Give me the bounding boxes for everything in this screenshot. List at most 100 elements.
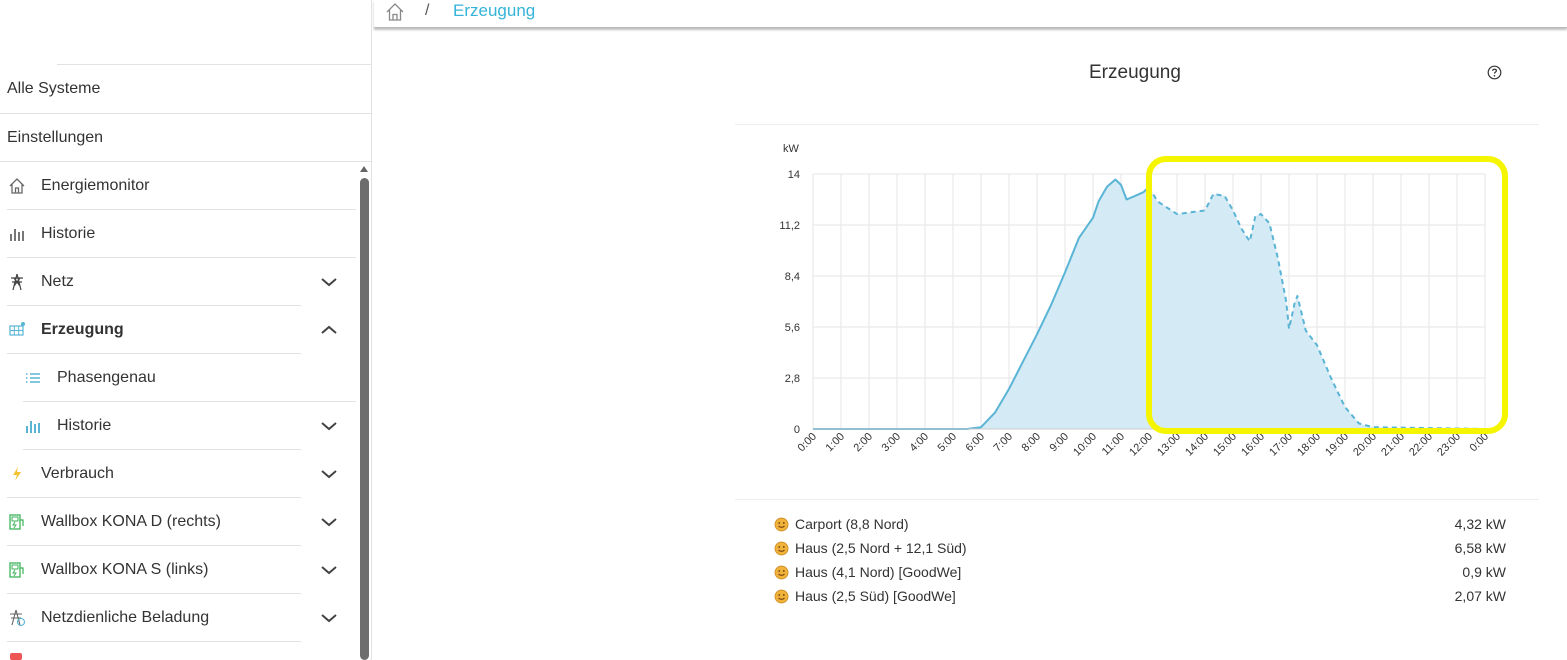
legend-item-name: Haus (2,5 Nord + 12,1 Süd) [795, 540, 967, 556]
charging-station-icon [7, 512, 27, 532]
x-tick-label: 10:00 [1071, 431, 1099, 459]
x-tick-label: 16:00 [1239, 431, 1267, 459]
power-tower-icon [7, 272, 27, 292]
legend-item[interactable]: Haus (4,1 Nord) [GoodWe] 0,9 kW [774, 563, 1506, 583]
x-tick-label: 3:00 [879, 431, 903, 455]
x-tick-label: 14:00 [1183, 431, 1211, 459]
card-divider [735, 499, 1539, 500]
sidebar-item-grid-charging[interactable]: Netzdienliche Beladung [7, 594, 209, 642]
y-tick-label: 2,8 [785, 373, 800, 385]
x-tick-label: 18:00 [1295, 431, 1323, 459]
x-tick-label: 0:00 [1467, 431, 1491, 455]
series-line-actual [813, 178, 1150, 430]
x-tick-label: 20:00 [1351, 431, 1379, 459]
sidebar-item-label: Netz [41, 273, 74, 290]
sidebar-item-generation-history[interactable]: Historie [23, 402, 111, 450]
x-tick-label: 6:00 [963, 431, 987, 455]
chevron-down-icon[interactable] [318, 415, 340, 437]
sidebar-divider [7, 593, 301, 594]
x-tick-label: 8:00 [1019, 431, 1043, 455]
legend-item-value: 6,58 kW [1454, 540, 1506, 556]
sidebar-item-phases[interactable]: Phasengenau [23, 354, 156, 402]
sun-face-icon [774, 565, 789, 583]
series-line-forecast [1148, 186, 1486, 430]
chevron-down-icon[interactable] [318, 511, 340, 533]
legend-item[interactable]: Haus (2,5 Nord + 12,1 Süd) 6,58 kW [774, 539, 1506, 559]
y-tick-label: 5,6 [785, 322, 800, 334]
sidebar-item-label: Wallbox KONA S (links) [41, 561, 209, 578]
legend-item-name: Haus (4,1 Nord) [GoodWe] [795, 564, 962, 580]
chevron-up-icon[interactable] [318, 319, 340, 341]
card-divider [735, 124, 1539, 125]
sidebar-item-wallbox-d[interactable]: Wallbox KONA D (rechts) [7, 498, 221, 546]
sidebar-item-settings[interactable]: Einstellungen [7, 114, 103, 162]
sidebar-item-generation[interactable]: Erzeugung [7, 306, 124, 354]
sun-face-icon [774, 589, 789, 607]
bar-chart-icon [23, 416, 43, 436]
solar-panel-icon [7, 320, 27, 340]
sidebar-item-wallbox-s[interactable]: Wallbox KONA S (links) [7, 546, 208, 594]
sidebar-item-all-systems[interactable]: Alle Systeme [7, 65, 100, 113]
y-tick-label: 8,4 [785, 271, 800, 283]
sidebar-item-grid[interactable]: Netz [7, 258, 74, 306]
x-tick-label: 12:00 [1127, 431, 1155, 459]
x-tick-label: 22:00 [1407, 431, 1435, 459]
sidebar-divider [0, 113, 371, 114]
sidebar-divider [0, 161, 371, 162]
chevron-down-icon[interactable] [318, 271, 340, 293]
x-tick-label: 4:00 [907, 431, 931, 455]
charging-station-icon [7, 560, 27, 580]
x-tick-label: 1:00 [823, 431, 847, 455]
y-tick-label: 14 [788, 169, 800, 181]
sidebar-item-label: Erzeugung [41, 321, 124, 338]
sidebar: Alle Systeme Einstellungen Energiemonito… [0, 0, 372, 660]
y-axis-unit-label: kW [783, 143, 800, 155]
y-tick-label: 0 [794, 424, 800, 436]
legend-item[interactable]: Carport (8,8 Nord) 4,32 kW [774, 515, 1506, 535]
x-tick-label: 17:00 [1267, 431, 1295, 459]
x-tick-label: 7:00 [991, 431, 1015, 455]
chevron-down-icon[interactable] [318, 559, 340, 581]
sidebar-item-label: Wallbox KONA D (rechts) [41, 513, 221, 530]
sun-face-icon [774, 517, 789, 535]
x-tick-label: 5:00 [935, 431, 959, 455]
sidebar-item-energy-monitor[interactable]: Energiemonitor [7, 162, 150, 210]
home-icon[interactable] [385, 2, 405, 27]
chevron-down-icon[interactable] [318, 607, 340, 629]
sidebar-item-label: Verbrauch [41, 465, 114, 482]
x-tick-label: 23:00 [1435, 431, 1463, 459]
list-icon [23, 368, 43, 388]
sidebar-item-label: Netzdienliche Beladung [41, 609, 210, 626]
grid-charging-icon [7, 608, 27, 628]
legend-item-name: Carport (8,8 Nord) [795, 516, 909, 532]
breadcrumb: / Erzeugung [374, 0, 1567, 28]
x-tick-label: 21:00 [1379, 431, 1407, 459]
chevron-down-icon[interactable] [318, 463, 340, 485]
sidebar-item-label: Historie [57, 417, 112, 434]
breadcrumb-separator: / [425, 2, 430, 19]
cut-off-icon [10, 653, 22, 660]
sidebar-item-label: Historie [41, 225, 96, 242]
scrollbar-thumb[interactable] [360, 178, 369, 660]
breadcrumb-current[interactable]: Erzeugung [453, 1, 536, 20]
sidebar-divider [7, 545, 301, 546]
sidebar-item-history[interactable]: Historie [7, 210, 95, 258]
sidebar-divider [7, 257, 356, 258]
sidebar-item-consumption[interactable]: Verbrauch [7, 450, 114, 498]
help-circle-icon[interactable] [1487, 65, 1502, 85]
scroll-up-arrow-icon[interactable] [360, 166, 368, 172]
x-tick-label: 2:00 [851, 431, 875, 455]
sidebar-item-label: Einstellungen [7, 129, 104, 146]
sidebar-divider [23, 401, 356, 402]
annotation-highlight-box [1146, 156, 1508, 434]
x-tick-label: 11:00 [1100, 431, 1127, 458]
sidebar-divider [7, 497, 301, 498]
legend-item[interactable]: Haus (2,5 Süd) [GoodWe] 2,07 kW [774, 587, 1506, 607]
sidebar-item-label: Energiemonitor [41, 177, 150, 194]
card-title: Erzeugung [1089, 62, 1181, 83]
y-tick-label: 11,2 [779, 220, 800, 232]
legend-item-value: 2,07 kW [1454, 588, 1506, 604]
x-tick-label: 13:00 [1155, 431, 1183, 459]
bar-chart-icon [7, 224, 27, 244]
sun-face-icon [774, 541, 789, 559]
